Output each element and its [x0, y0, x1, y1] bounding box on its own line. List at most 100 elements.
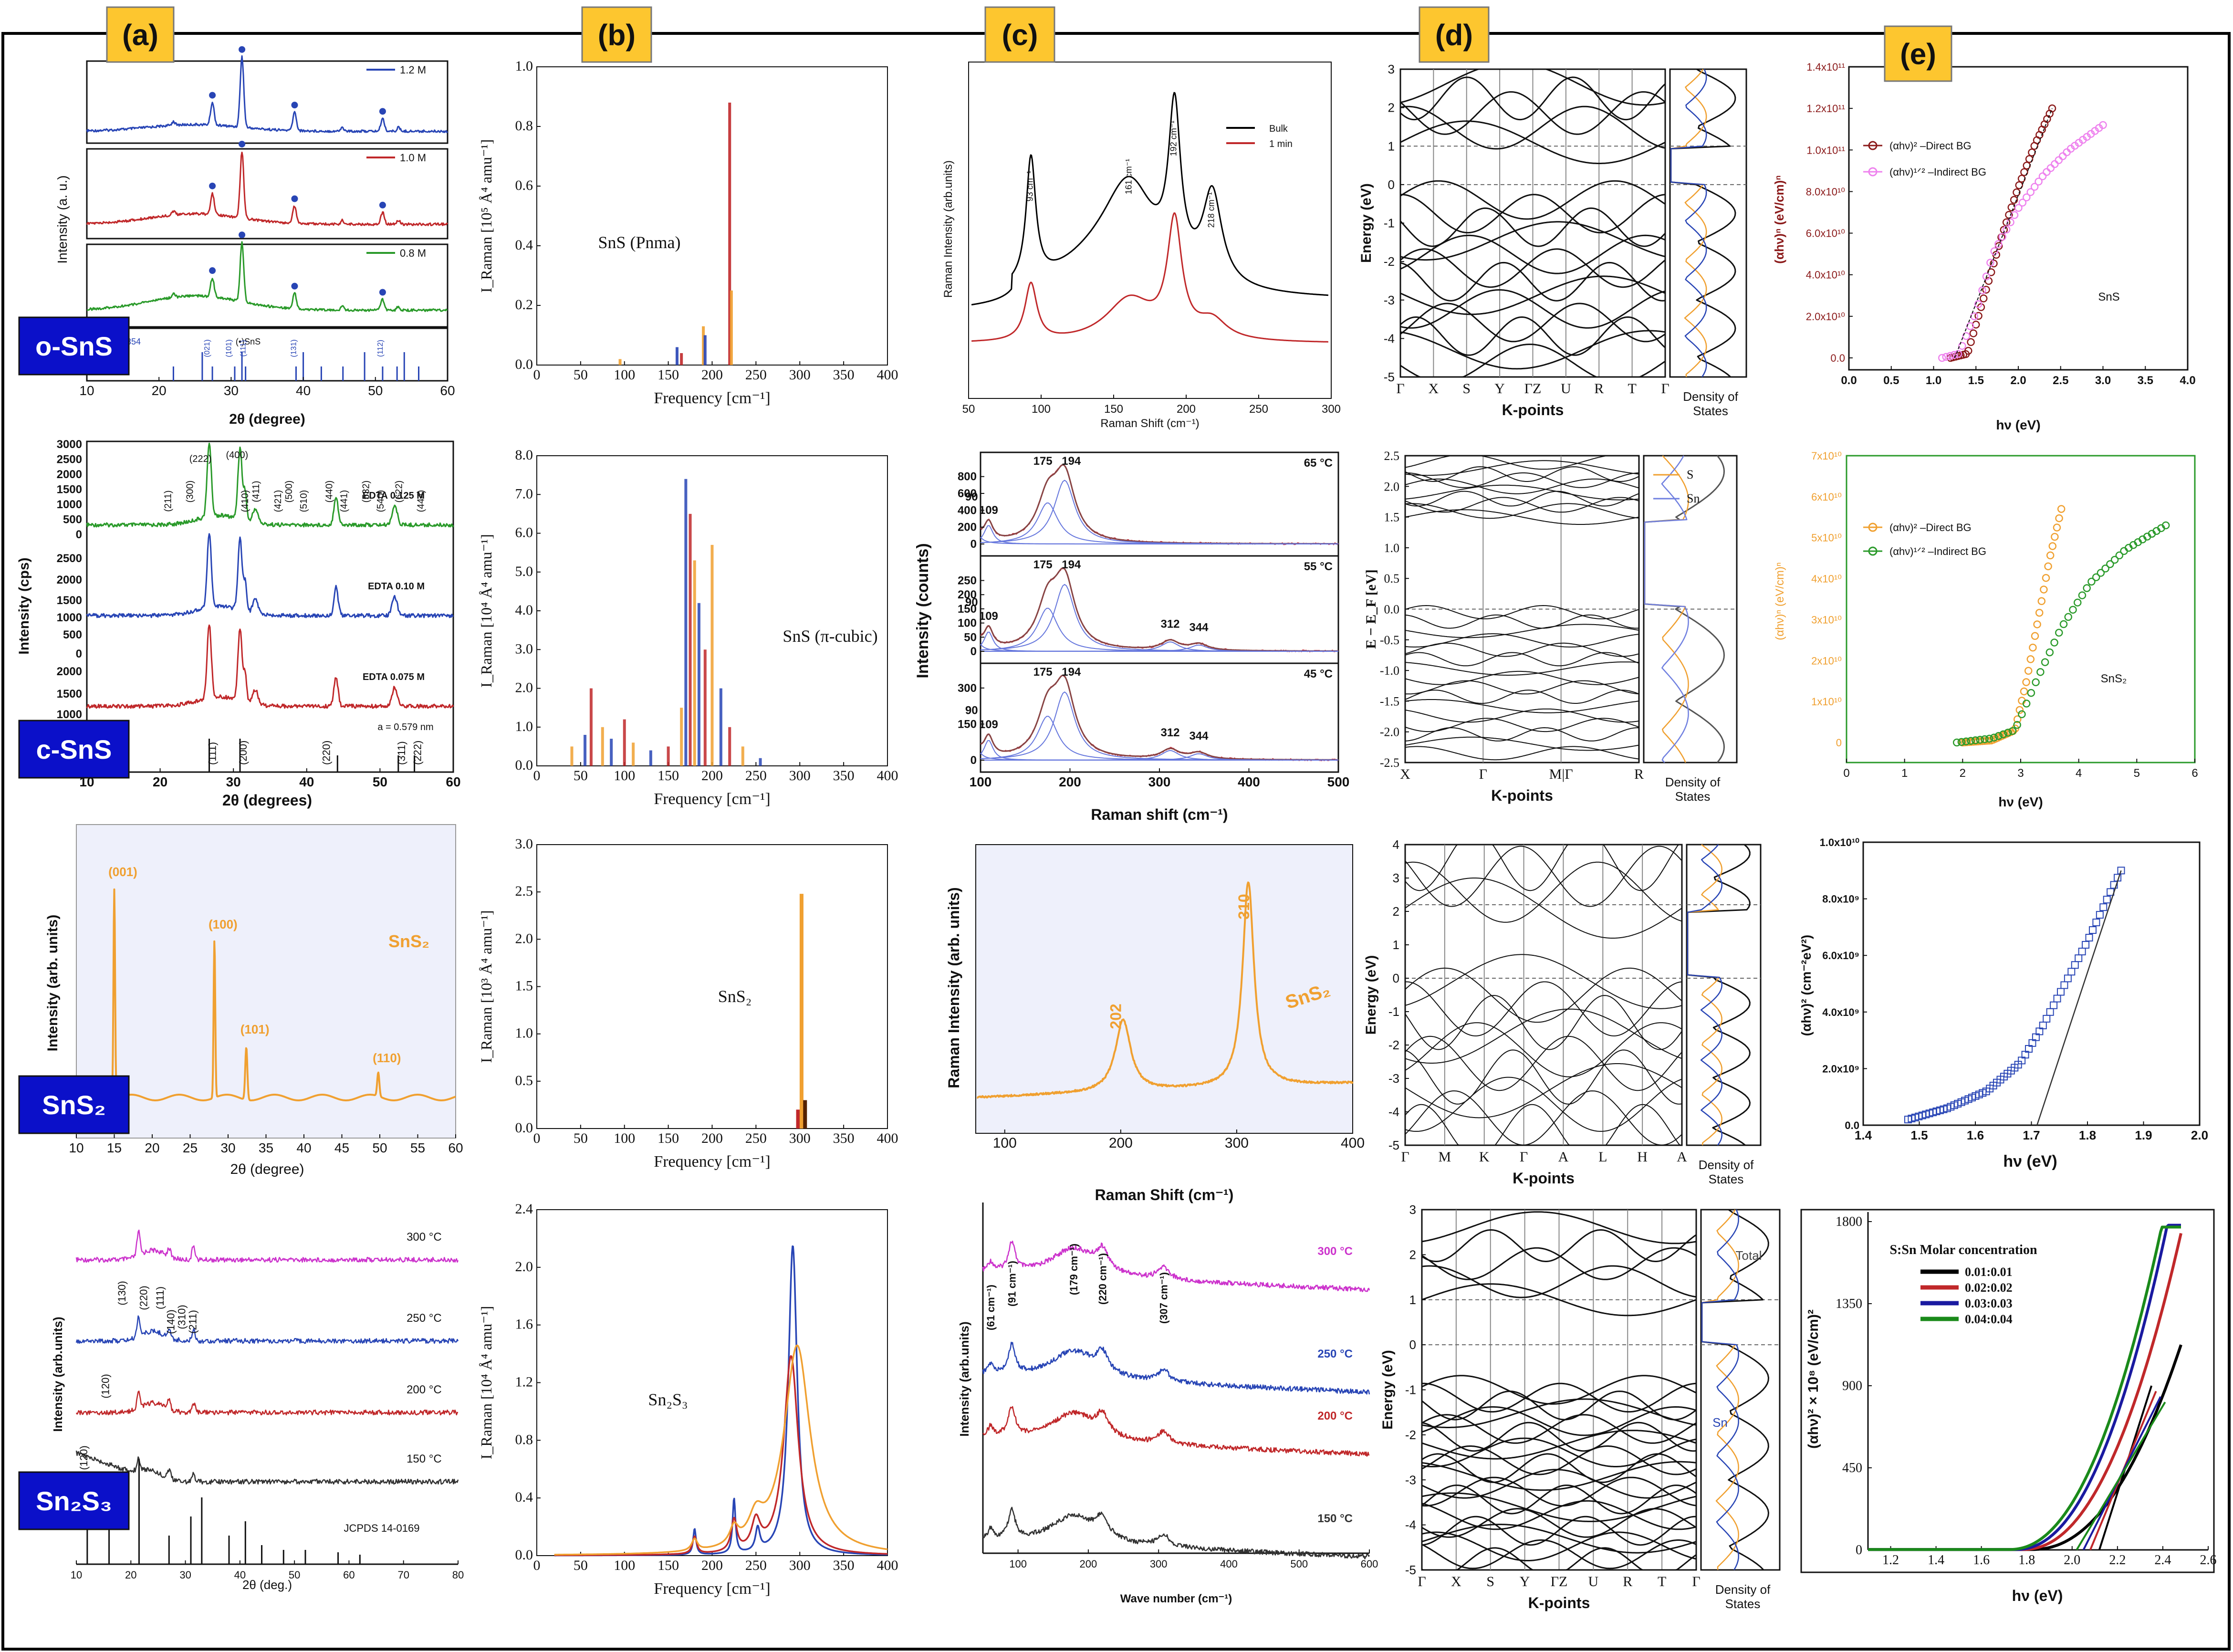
raman-line	[703, 649, 707, 766]
dos-axis-label: Density of	[1683, 389, 1738, 404]
hkl-label: (211)	[163, 490, 174, 512]
k-point-label: M|Γ	[1549, 766, 1573, 782]
peak-marker	[209, 267, 216, 274]
legend-title: S:Sn Molar concentration	[1889, 1243, 2037, 1257]
x-axis-label: hν (eV)	[2012, 1587, 2063, 1604]
x-tick-label: 400	[877, 1130, 898, 1146]
peak-marker	[379, 108, 386, 115]
hkl-label: (211)	[187, 1310, 198, 1334]
peak-label: 312	[1160, 618, 1179, 631]
data-point	[2020, 687, 2028, 696]
band-line	[1405, 727, 1639, 742]
x-tick-label: 1.5	[1968, 374, 1984, 387]
x-tick-label: 150	[657, 367, 679, 383]
plot-area	[536, 844, 888, 1129]
data-point	[2051, 160, 2059, 168]
legend-label: (αhν)² –Direct BG	[1889, 522, 1972, 533]
data-point	[2022, 700, 2031, 708]
raman-component	[981, 644, 1338, 652]
data-point	[2058, 152, 2067, 160]
x-tick-label: 300	[789, 367, 811, 383]
y-tick-label: 300	[958, 682, 977, 695]
material-label: SnS₂	[718, 987, 752, 1006]
data-point	[2023, 161, 2031, 170]
data-point	[2078, 591, 2087, 599]
absorption-curve	[1868, 1223, 2181, 1551]
x-tick-label: 100	[614, 1558, 635, 1573]
x-tick-label: 80	[452, 1569, 464, 1581]
peak-label: 90	[965, 704, 978, 717]
data-point	[2106, 560, 2114, 568]
hkl-label: (311)	[396, 741, 407, 765]
y-tick-label: 0.0	[515, 1547, 533, 1563]
peak-label: 344	[1189, 730, 1209, 742]
raman-line	[703, 335, 707, 365]
xrd-curve	[75, 1450, 459, 1485]
x-tick-label: 50	[574, 768, 588, 784]
dos-area	[1669, 68, 1747, 378]
y-tick-label: 0	[1388, 178, 1395, 192]
hkl-label: (441)	[339, 490, 349, 512]
hkl-label: (444)	[416, 490, 427, 512]
y-tick-label: 0.4	[515, 237, 533, 253]
y-tick-label: 0.0	[1845, 1119, 1859, 1131]
y-tick-label: 1000	[57, 708, 82, 721]
band-line	[1405, 708, 1639, 723]
y-tick-label: 1.0	[515, 1025, 533, 1041]
y-tick-label: 2	[1409, 1247, 1416, 1262]
x-tick-label: 300	[1322, 403, 1341, 416]
x-tick-label: 4.0	[2180, 374, 2195, 387]
data-point	[2073, 598, 2082, 606]
y-tick-label: -3	[1384, 293, 1395, 307]
hkl-label: (120)	[100, 1374, 112, 1398]
data-point	[2024, 667, 2033, 675]
hkl-label: (222)	[412, 741, 424, 765]
y-axis-label: I_Raman [10⁵ Å⁴ amu⁻¹]	[478, 139, 495, 293]
data-point	[2015, 181, 2024, 189]
tauc-fit-line	[2076, 1401, 2166, 1551]
reference-subpanel	[86, 327, 449, 382]
material-row-label-box	[18, 1075, 130, 1134]
y-axis-label: Intensity (a. u.)	[55, 175, 70, 263]
y-tick-label: 0.0	[1830, 352, 1845, 364]
legend-label: 0.8 M	[400, 247, 426, 259]
hkl-label: (131)	[290, 339, 298, 357]
xrd-subpanel	[86, 243, 449, 328]
dos-curve	[1687, 844, 1723, 1146]
k-point-label: K	[1479, 1149, 1490, 1165]
raman-curve	[554, 1355, 888, 1557]
y-tick-label: -1	[1384, 216, 1395, 230]
data-point	[2055, 628, 2063, 637]
plot-area	[1862, 841, 2201, 1126]
dos-annotation: Sn	[1712, 1415, 1728, 1430]
series-label: 200 °C	[407, 1383, 442, 1396]
y-tick-label: 0.0	[515, 757, 533, 773]
data-point	[2010, 211, 2019, 219]
hkl-label: (101)	[225, 339, 233, 357]
dos-curve	[1644, 455, 1689, 763]
x-tick-label: 25	[183, 1140, 198, 1155]
data-point	[2013, 188, 2021, 197]
band-line	[1400, 76, 1666, 121]
peak-label: (101)	[240, 1022, 270, 1036]
dos-curve	[1701, 1209, 1739, 1570]
data-point	[1999, 730, 2007, 739]
y-tick-label: 0	[1409, 1338, 1416, 1352]
peak-label: 344	[1189, 621, 1209, 634]
band-line	[1421, 1430, 1697, 1460]
y-tick-label: 3x10¹⁰	[1811, 614, 1842, 626]
data-point	[1970, 312, 1978, 321]
x-tick-label: 1.9	[2135, 1128, 2152, 1142]
x-tick-label: 50	[574, 1558, 588, 1573]
raman-line	[759, 758, 762, 766]
hkl-label: (421)	[273, 490, 283, 512]
y-tick-label: 8.0x10⁹	[1822, 893, 1859, 905]
k-point-label: ΓZ	[1551, 1574, 1568, 1589]
y-tick-label: 1x10¹⁰	[1811, 696, 1842, 708]
band-line	[1405, 981, 1682, 1036]
y-tick-label: 2.4	[515, 1201, 533, 1217]
x-tick-label: 60	[448, 1140, 463, 1155]
y-tick-label: 1.5	[1384, 511, 1400, 524]
x-tick-label: 10	[69, 1140, 83, 1155]
band-line	[1421, 1500, 1697, 1530]
